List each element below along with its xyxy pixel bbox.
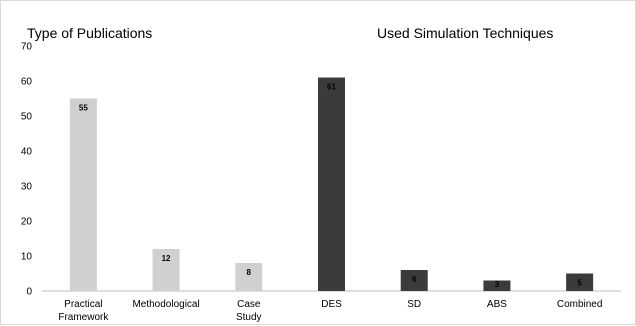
y-tick-label: 0 — [26, 287, 32, 298]
bar — [152, 249, 180, 291]
bar-value-label: 3 — [495, 280, 500, 289]
bar — [318, 77, 345, 291]
chart-title-techniques: Used Simulation Techniques — [377, 25, 553, 41]
category-label: Practical — [64, 299, 102, 310]
bar-value-label: 61 — [327, 83, 336, 92]
bar-value-label: 12 — [162, 254, 171, 263]
category-label: DES — [321, 299, 342, 310]
bar-value-label: 8 — [247, 268, 252, 277]
bar-value-label: 55 — [79, 104, 88, 113]
category-labels: Practical Framework Methodological Case Stud… — [58, 299, 602, 323]
chart-title-publications: Type of Publications — [27, 25, 152, 41]
bar-value-label: 5 — [577, 279, 582, 288]
bar — [483, 280, 511, 291]
bars-group: 55 12 8 61 6 3 5 — [69, 77, 594, 291]
y-tick-label: 50 — [21, 112, 33, 123]
category-label: Framework — [58, 312, 109, 323]
y-tick-label: 30 — [21, 182, 33, 193]
category-label: Methodological — [132, 299, 199, 310]
category-label: Study — [236, 312, 262, 323]
category-label: Combined — [557, 299, 603, 310]
bar — [69, 98, 97, 291]
bar — [235, 263, 263, 291]
category-label: SD — [407, 299, 421, 310]
y-tick-label: 20 — [21, 217, 33, 228]
category-label: Case — [237, 299, 261, 310]
bar — [400, 270, 428, 291]
bar-value-label: 6 — [412, 275, 417, 284]
y-tick-label: 40 — [21, 147, 33, 158]
bar — [566, 273, 594, 291]
y-tick-label: 70 — [21, 42, 33, 53]
y-axis: 0 10 20 30 40 50 60 70 — [21, 42, 33, 298]
category-label: ABS — [487, 299, 507, 310]
y-tick-label: 60 — [21, 77, 33, 88]
y-tick-label: 10 — [21, 252, 33, 263]
